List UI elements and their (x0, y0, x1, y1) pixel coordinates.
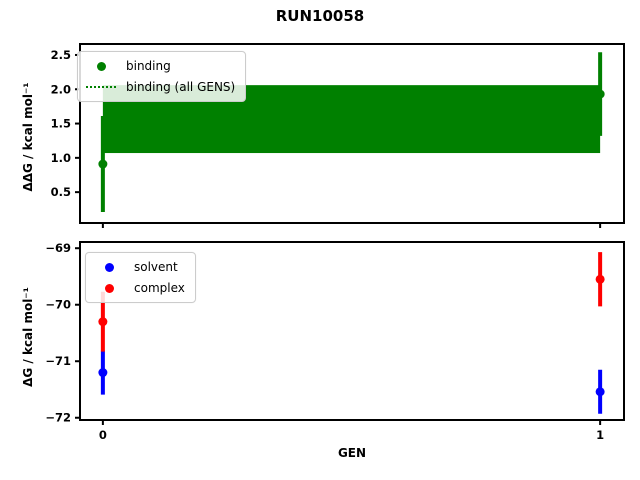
axes-frame-bottom (79, 241, 625, 421)
legend-item-complex: complex (92, 279, 185, 297)
complex-point-gen1 (595, 274, 605, 284)
binding-point-gen0 (98, 159, 108, 169)
bottom-legend: solvent complex (85, 252, 196, 303)
marker-swatch-icon (92, 283, 126, 293)
y-tick-label: −70 (45, 298, 71, 312)
legend-label: complex (134, 281, 185, 295)
legend-item-solvent: solvent (92, 258, 185, 276)
solvent-point-gen0 (98, 368, 108, 378)
dotted-line-swatch-icon (84, 86, 118, 88)
y-tick-label: 0.5 (51, 185, 71, 199)
marker-swatch-icon (92, 262, 126, 272)
y-tick-label: −71 (45, 354, 71, 368)
top-y-axis-label: ΔΔG / kcal mol⁻¹ (21, 82, 35, 192)
y-tick-label: 2.0 (51, 82, 71, 96)
complex-point-gen0 (98, 317, 108, 327)
x-axis-label: GEN (337, 446, 367, 460)
figure-title: RUN10058 (275, 7, 365, 25)
y-tick-label: −69 (45, 241, 71, 255)
y-tick-label: 2.5 (51, 48, 71, 62)
x-tick-label: 1 (596, 428, 604, 442)
x-tick-label: 0 (99, 428, 107, 442)
legend-item-binding: binding (84, 57, 235, 75)
y-tick-label: 1.5 (51, 117, 71, 131)
binding-point-gen1 (595, 89, 605, 99)
legend-item-binding-all-gens-: binding (all GENS) (84, 78, 235, 96)
y-tick-label: 1.0 (51, 151, 71, 165)
y-tick-label: −72 (45, 411, 71, 425)
axes-frame-top (79, 43, 625, 224)
legend-label: binding (all GENS) (126, 80, 236, 94)
marker-swatch-icon (84, 61, 118, 71)
legend-label: binding (126, 59, 171, 73)
bottom-y-axis-label: ΔG / kcal mol⁻¹ (21, 287, 35, 387)
top-legend: binding binding (all GENS) (77, 51, 247, 102)
solvent-point-gen1 (595, 387, 605, 397)
legend-label: solvent (134, 260, 178, 274)
